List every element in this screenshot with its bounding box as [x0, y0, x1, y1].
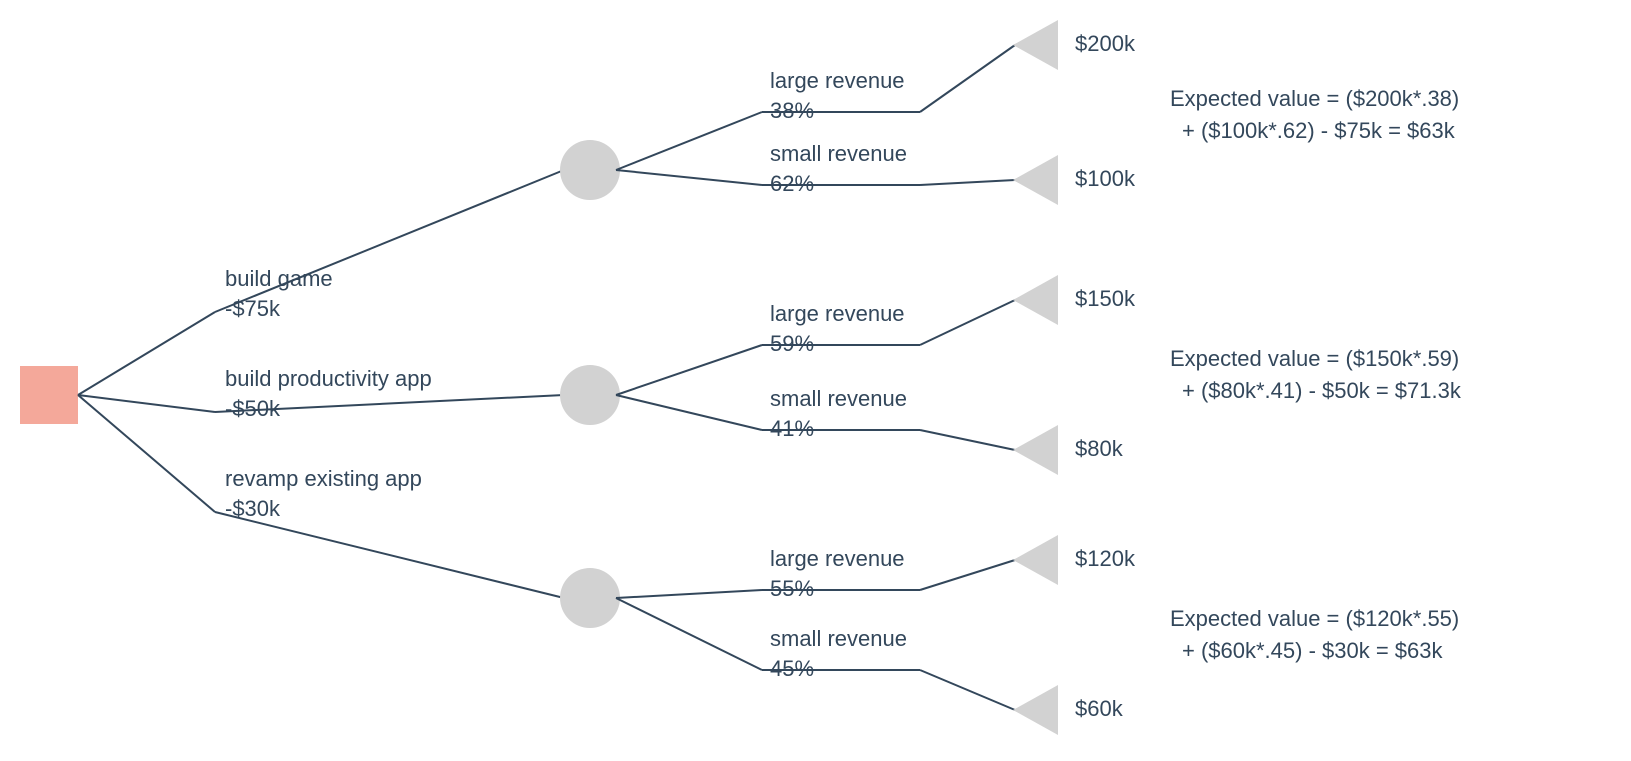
edge: [616, 590, 762, 598]
expected-value-line1: Expected value = ($200k*.38): [1170, 86, 1459, 111]
expected-value-line2: + ($80k*.41) - $50k = $71.3k: [1182, 378, 1462, 403]
terminal-node: [1013, 155, 1058, 205]
edge: [920, 560, 1015, 590]
outcome-probability: 41%: [770, 416, 814, 441]
edge: [78, 395, 215, 412]
decision-cost: -$75k: [225, 296, 281, 321]
outcome-value: $60k: [1075, 696, 1124, 721]
edge: [920, 180, 1015, 185]
terminal-node: [1013, 20, 1058, 70]
terminal-node: [1013, 425, 1058, 475]
decision-tree-diagram: build game -$75k build productivity app -$5…: [0, 0, 1631, 761]
outcome-label: large revenue: [770, 546, 905, 571]
expected-value-line1: Expected value = ($120k*.55): [1170, 606, 1459, 631]
decision-cost: -$50k: [225, 396, 281, 421]
edge: [920, 300, 1015, 345]
outcome-probability: 62%: [770, 171, 814, 196]
expected-value-line1: Expected value = ($150k*.59): [1170, 346, 1459, 371]
outcome-label: large revenue: [770, 68, 905, 93]
outcome-label: small revenue: [770, 626, 907, 651]
outcome-value: $150k: [1075, 286, 1136, 311]
outcome-probability: 45%: [770, 656, 814, 681]
edge: [78, 395, 215, 512]
terminal-node: [1013, 535, 1058, 585]
outcome-value: $80k: [1075, 436, 1124, 461]
expected-value-line2: + ($60k*.45) - $30k = $63k: [1182, 638, 1443, 663]
outcome-probability: 38%: [770, 98, 814, 123]
edge: [616, 598, 762, 670]
edge: [616, 170, 762, 185]
decision-label: build productivity app: [225, 366, 432, 391]
chance-node: [560, 365, 620, 425]
outcome-label: large revenue: [770, 301, 905, 326]
outcome-value: $100k: [1075, 166, 1136, 191]
decision-cost: -$30k: [225, 496, 281, 521]
chance-node: [560, 140, 620, 200]
terminal-node: [1013, 685, 1058, 735]
outcome-value: $120k: [1075, 546, 1136, 571]
outcome-value: $200k: [1075, 31, 1136, 56]
edge: [616, 112, 762, 170]
terminal-node: [1013, 275, 1058, 325]
edge: [920, 430, 1015, 450]
edge: [78, 312, 215, 395]
outcome-label: small revenue: [770, 141, 907, 166]
root-decision-node: [20, 366, 78, 424]
outcome-probability: 55%: [770, 576, 814, 601]
chance-node: [560, 568, 620, 628]
decision-label: revamp existing app: [225, 466, 422, 491]
decision-label: build game: [225, 266, 333, 291]
outcome-probability: 59%: [770, 331, 814, 356]
outcome-label: small revenue: [770, 386, 907, 411]
edge: [215, 512, 564, 598]
expected-value-line2: + ($100k*.62) - $75k = $63k: [1182, 118, 1456, 143]
edge: [616, 395, 762, 430]
edge: [920, 670, 1015, 710]
edge: [616, 345, 762, 395]
edge: [920, 45, 1015, 112]
